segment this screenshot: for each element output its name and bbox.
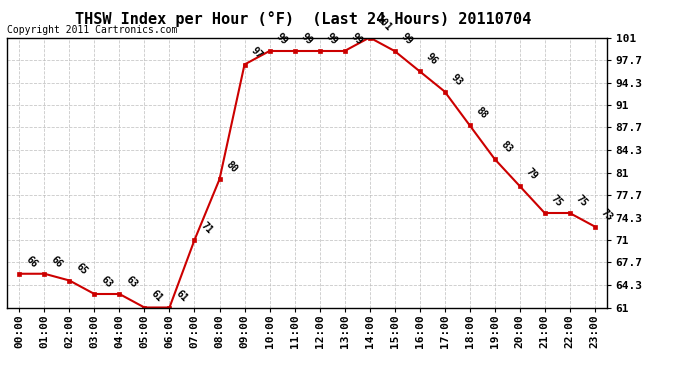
Text: 96: 96 [424,52,439,67]
Text: 97: 97 [248,45,264,60]
Text: 66: 66 [23,254,39,270]
Text: THSW Index per Hour (°F)  (Last 24 Hours) 20110704: THSW Index per Hour (°F) (Last 24 Hours)… [75,11,532,27]
Text: 63: 63 [99,274,114,290]
Text: 65: 65 [74,261,89,276]
Text: 99: 99 [299,32,314,47]
Text: 99: 99 [274,32,289,47]
Text: 80: 80 [224,160,239,175]
Text: 61: 61 [174,288,189,303]
Text: 88: 88 [474,106,489,121]
Text: 99: 99 [324,32,339,47]
Text: 75: 75 [574,194,589,209]
Text: 61: 61 [148,288,164,303]
Text: 99: 99 [348,32,364,47]
Text: 66: 66 [48,254,64,270]
Text: 93: 93 [448,72,464,87]
Text: 101: 101 [374,14,393,33]
Text: 83: 83 [499,140,514,155]
Text: 63: 63 [124,274,139,290]
Text: 75: 75 [549,194,564,209]
Text: Copyright 2011 Cartronics.com: Copyright 2011 Cartronics.com [7,25,177,35]
Text: 73: 73 [599,207,614,222]
Text: 71: 71 [199,220,214,236]
Text: 79: 79 [524,166,539,182]
Text: 99: 99 [399,32,414,47]
